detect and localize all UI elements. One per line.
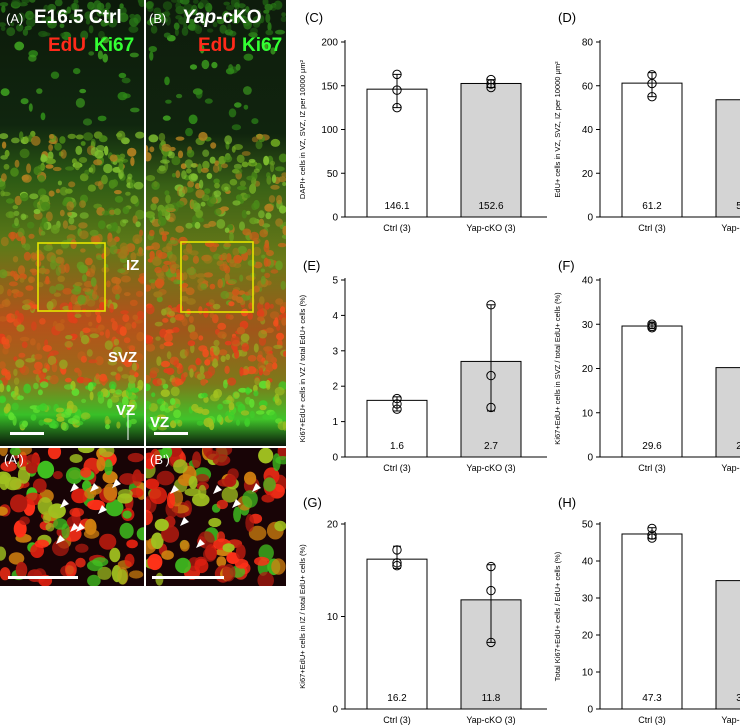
panel-label: (F) xyxy=(558,258,575,273)
value-label: 29.6 xyxy=(642,441,662,452)
category-label: Ctrl (3) xyxy=(383,463,411,473)
y-tick-label: 20 xyxy=(327,520,339,531)
y-tick-label: 10 xyxy=(582,668,594,679)
y-axis-label: Ki67+EdU+ cells in IZ / total EdU+ cells… xyxy=(298,544,307,689)
bar xyxy=(367,89,427,217)
category-label: Yap-cKO (3) xyxy=(721,715,740,725)
bar xyxy=(622,534,682,709)
y-tick-label: 10 xyxy=(327,612,339,623)
panel-label: (H) xyxy=(558,495,576,510)
value-label: 146.1 xyxy=(384,201,409,212)
chart-d: (D) 0 20 40 60 80 EdU+ cells in VZ, SVZ, IZ pe… xyxy=(553,10,740,233)
value-label: 11.8 xyxy=(482,693,501,704)
y-tick-label: 0 xyxy=(587,705,593,716)
panel-label: (G) xyxy=(303,495,322,510)
panel-label: (E) xyxy=(303,258,320,273)
category-label: Ctrl (3) xyxy=(638,463,666,473)
y-tick-label: 40 xyxy=(582,276,594,287)
y-tick-label: 40 xyxy=(582,125,594,136)
y-axis-label: Ki67+EdU+ cells in VZ / total EdU+ cells… xyxy=(298,294,307,442)
y-tick-label: 0 xyxy=(332,453,338,464)
y-tick-label: 3 xyxy=(332,346,338,357)
category-label: Ctrl (3) xyxy=(383,223,411,233)
y-tick-label: 40 xyxy=(582,557,594,568)
y-axis-label: EdU+ cells in VZ, SVZ, IZ per 10000 μm² xyxy=(553,61,562,198)
chart-e: (E) 0 1 2 3 4 5 Ki67+EdU+ cells in VZ / total E… xyxy=(298,258,547,473)
bar xyxy=(716,100,740,217)
y-tick-label: 200 xyxy=(321,38,338,49)
value-label: 34.7 xyxy=(736,693,740,704)
y-tick-label: 0 xyxy=(332,705,338,716)
y-tick-label: 60 xyxy=(582,81,594,92)
y-tick-label: 50 xyxy=(582,520,594,531)
y-tick-label: 0 xyxy=(587,453,593,464)
chart-g: (G) 0 10 20 Ki67+EdU+ cells in IZ / total Ed… xyxy=(298,495,547,725)
y-axis-label: Ki67+EdU+ cells in SVZ / total EdU+ cell… xyxy=(553,292,562,445)
category-label: Yap-cKO (3) xyxy=(466,715,515,725)
y-tick-label: 20 xyxy=(582,169,594,180)
bar xyxy=(622,326,682,457)
y-tick-label: 20 xyxy=(582,364,594,375)
chart-h: (H) 0 10 20 30 40 50 Total Ki67+EdU+ cells / Ed… xyxy=(553,495,740,725)
y-axis-label: DAPI+ cells in VZ, SVZ, IZ per 10000 μm² xyxy=(298,59,307,199)
y-tick-label: 150 xyxy=(321,81,338,92)
value-label: 2.7 xyxy=(484,441,498,452)
y-tick-label: 4 xyxy=(332,311,338,322)
y-tick-label: 30 xyxy=(582,594,594,605)
y-tick-label: 80 xyxy=(582,38,594,49)
y-tick-label: 100 xyxy=(321,125,338,136)
y-tick-label: 0 xyxy=(587,213,593,224)
category-label: Yap-cKO (3) xyxy=(721,463,740,473)
bar xyxy=(461,83,521,217)
y-tick-label: 1 xyxy=(332,417,338,428)
chart-c: (C) 0 50 100 150 200 DAPI+ cells in VZ, SVZ, I… xyxy=(298,10,547,233)
panel-label: (D) xyxy=(558,10,576,25)
value-label: 53.6 xyxy=(736,201,740,212)
panel-label: (C) xyxy=(305,10,323,25)
value-label: 20.2 xyxy=(736,441,740,452)
category-label: Ctrl (3) xyxy=(383,715,411,725)
chart-f: (F) 0 10 20 30 40 Ki67+EdU+ cells in SVZ / tot… xyxy=(553,258,740,473)
y-tick-label: 5 xyxy=(332,276,338,287)
y-tick-label: 20 xyxy=(582,631,594,642)
value-label: 152.6 xyxy=(478,201,503,212)
value-label: 47.3 xyxy=(642,693,662,704)
y-axis-label: Total Ki67+EdU+ cells / EdU+ cells (%) xyxy=(553,551,562,681)
value-label: 16.2 xyxy=(387,693,407,704)
bar xyxy=(367,559,427,709)
bar xyxy=(622,83,682,217)
y-tick-label: 2 xyxy=(332,382,338,393)
value-label: 61.2 xyxy=(642,201,662,212)
bar xyxy=(716,581,740,709)
category-label: Yap-cKO (3) xyxy=(721,223,740,233)
category-label: Ctrl (3) xyxy=(638,715,666,725)
value-label: 1.6 xyxy=(390,441,404,452)
y-tick-label: 10 xyxy=(582,408,594,419)
y-tick-label: 50 xyxy=(327,169,339,180)
category-label: Yap-cKO (3) xyxy=(466,463,515,473)
y-tick-label: 0 xyxy=(332,213,338,224)
y-tick-label: 30 xyxy=(582,320,594,331)
category-label: Ctrl (3) xyxy=(638,223,666,233)
category-label: Yap-cKO (3) xyxy=(466,223,515,233)
